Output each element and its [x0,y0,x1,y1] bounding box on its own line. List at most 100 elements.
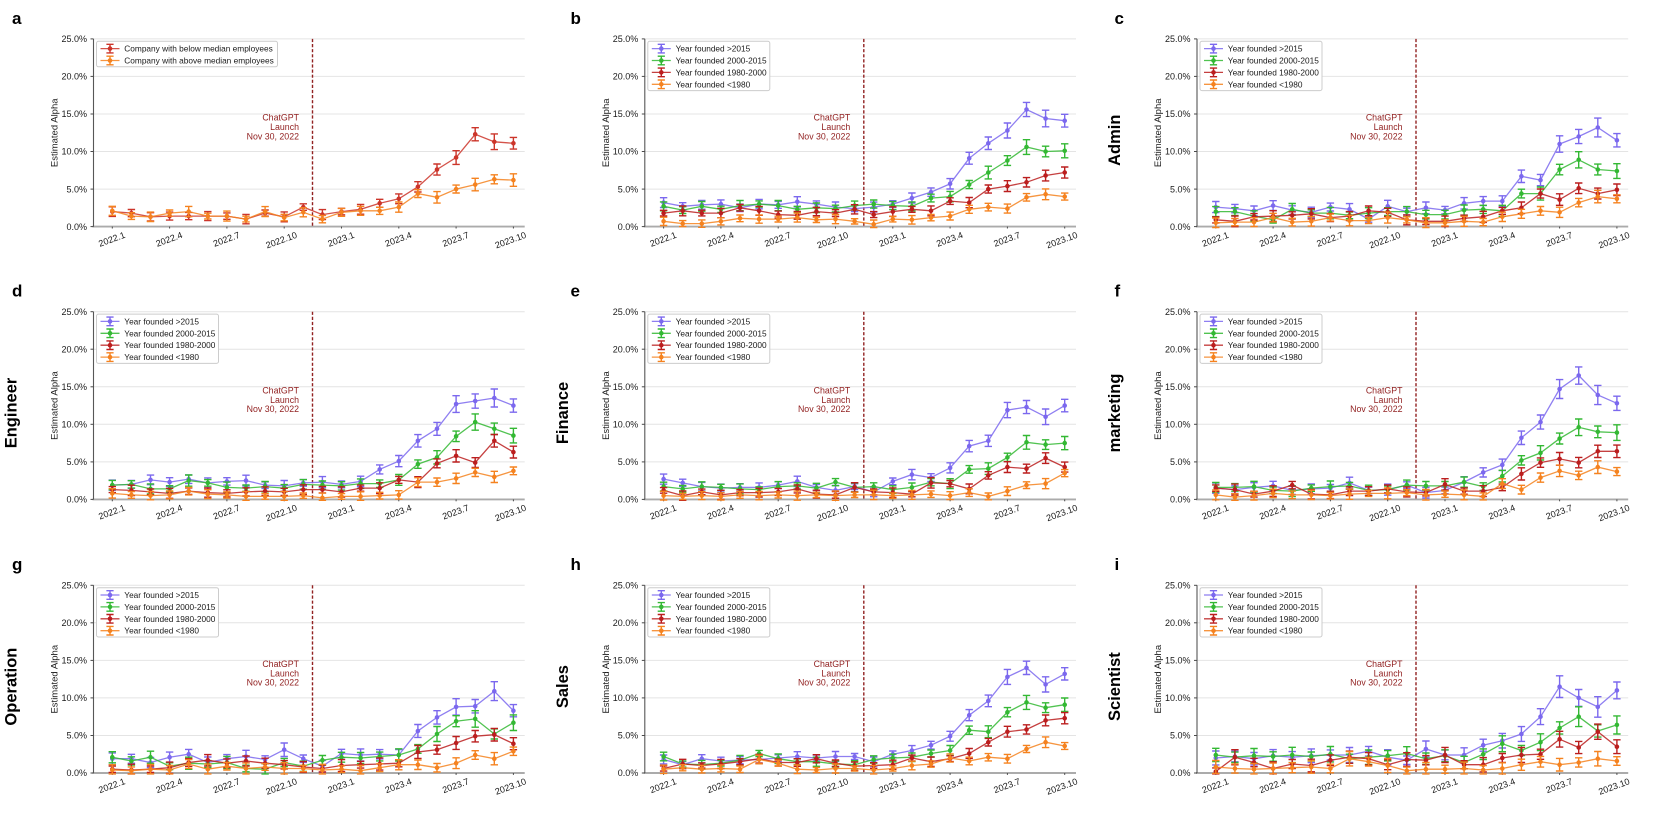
svg-text:0.0%: 0.0% [618,495,639,505]
svg-text:15.0%: 15.0% [613,382,639,392]
svg-text:10.0%: 10.0% [61,693,87,703]
svg-text:Year founded >2015: Year founded >2015 [124,316,199,326]
svg-text:10.0%: 10.0% [1165,147,1191,157]
svg-text:0.0%: 0.0% [618,222,639,232]
svg-text:i: i [1115,555,1120,574]
svg-text:Estimated Alpha: Estimated Alpha [601,644,612,713]
svg-text:Year founded 1980-2000: Year founded 1980-2000 [676,340,767,350]
svg-text:10.0%: 10.0% [1165,420,1191,430]
svg-text:20.0%: 20.0% [613,72,639,82]
svg-text:0.0%: 0.0% [1170,768,1191,778]
svg-text:5.0%: 5.0% [1170,184,1191,194]
svg-text:Admin: Admin [1106,115,1124,166]
svg-text:Year founded 2000-2015: Year founded 2000-2015 [1228,602,1319,612]
svg-text:20.0%: 20.0% [1165,72,1191,82]
svg-text:15.0%: 15.0% [1165,382,1191,392]
svg-text:Estimated Alpha: Estimated Alpha [1153,644,1164,713]
svg-text:Year founded <1980: Year founded <1980 [676,352,751,362]
svg-text:Year founded 2000-2015: Year founded 2000-2015 [676,56,767,66]
svg-text:Sales: Sales [554,665,572,708]
svg-text:d: d [12,282,22,301]
svg-text:Year founded >2015: Year founded >2015 [1228,590,1303,600]
svg-text:25.0%: 25.0% [1165,34,1191,44]
svg-text:Year founded 2000-2015: Year founded 2000-2015 [676,602,767,612]
svg-text:Year founded <1980: Year founded <1980 [676,79,751,89]
svg-text:20.0%: 20.0% [613,344,639,354]
svg-text:15.0%: 15.0% [61,382,87,392]
svg-text:Year founded 1980-2000: Year founded 1980-2000 [1228,340,1319,350]
svg-text:g: g [12,555,22,574]
svg-text:5.0%: 5.0% [618,184,639,194]
svg-text:5.0%: 5.0% [1170,731,1191,741]
svg-text:Estimated Alpha: Estimated Alpha [50,98,61,167]
svg-text:f: f [1115,282,1121,301]
svg-text:Finance: Finance [554,382,572,444]
svg-text:Year founded 1980-2000: Year founded 1980-2000 [1228,67,1319,77]
svg-text:10.0%: 10.0% [1165,693,1191,703]
svg-text:Year founded <1980: Year founded <1980 [1228,79,1303,89]
svg-text:Year founded 1980-2000: Year founded 1980-2000 [124,614,215,624]
svg-text:Year founded 2000-2015: Year founded 2000-2015 [124,328,215,338]
svg-text:5.0%: 5.0% [66,731,87,741]
svg-text:Estimated Alpha: Estimated Alpha [50,371,61,440]
svg-text:Estimated Alpha: Estimated Alpha [601,371,612,440]
svg-text:20.0%: 20.0% [1165,618,1191,628]
svg-text:20.0%: 20.0% [61,344,87,354]
svg-text:25.0%: 25.0% [613,34,639,44]
svg-text:5.0%: 5.0% [618,457,639,467]
svg-text:0.0%: 0.0% [618,768,639,778]
svg-text:h: h [571,555,581,574]
svg-text:20.0%: 20.0% [61,618,87,628]
svg-text:10.0%: 10.0% [613,420,639,430]
svg-text:Estimated Alpha: Estimated Alpha [1153,371,1164,440]
svg-text:0.0%: 0.0% [66,222,87,232]
svg-text:15.0%: 15.0% [1165,656,1191,666]
svg-text:20.0%: 20.0% [613,618,639,628]
svg-text:20.0%: 20.0% [61,72,87,82]
svg-text:0.0%: 0.0% [1170,495,1191,505]
svg-text:5.0%: 5.0% [66,457,87,467]
svg-text:25.0%: 25.0% [1165,307,1191,317]
svg-text:Scientist: Scientist [1106,652,1124,721]
svg-text:Year founded <1980: Year founded <1980 [676,626,751,636]
svg-text:e: e [571,282,580,301]
svg-text:Year founded >2015: Year founded >2015 [676,316,751,326]
svg-text:b: b [571,9,581,28]
svg-text:20.0%: 20.0% [1165,344,1191,354]
svg-text:10.0%: 10.0% [61,147,87,157]
svg-text:Estimated Alpha: Estimated Alpha [1153,98,1164,167]
svg-text:15.0%: 15.0% [613,109,639,119]
svg-text:25.0%: 25.0% [613,307,639,317]
svg-text:15.0%: 15.0% [61,656,87,666]
svg-text:0.0%: 0.0% [1170,222,1191,232]
svg-text:Year founded <1980: Year founded <1980 [1228,352,1303,362]
svg-text:Company with above median empl: Company with above median employees [124,56,273,66]
svg-text:15.0%: 15.0% [61,109,87,119]
svg-text:Year founded 1980-2000: Year founded 1980-2000 [676,614,767,624]
svg-text:Year founded <1980: Year founded <1980 [1228,626,1303,636]
svg-text:5.0%: 5.0% [1170,457,1191,467]
svg-text:Year founded 2000-2015: Year founded 2000-2015 [676,328,767,338]
svg-text:Year founded >2015: Year founded >2015 [676,590,751,600]
svg-text:marketing: marketing [1106,374,1124,453]
svg-text:Year founded >2015: Year founded >2015 [1228,316,1303,326]
svg-text:Year founded 2000-2015: Year founded 2000-2015 [1228,56,1319,66]
svg-text:Year founded 1980-2000: Year founded 1980-2000 [1228,614,1319,624]
svg-text:5.0%: 5.0% [618,731,639,741]
svg-text:15.0%: 15.0% [613,656,639,666]
svg-text:Year founded >2015: Year founded >2015 [1228,44,1303,54]
svg-text:Estimated Alpha: Estimated Alpha [50,644,61,713]
svg-text:Year founded 2000-2015: Year founded 2000-2015 [124,602,215,612]
svg-text:10.0%: 10.0% [613,693,639,703]
svg-text:25.0%: 25.0% [61,34,87,44]
svg-text:0.0%: 0.0% [66,495,87,505]
svg-text:10.0%: 10.0% [613,147,639,157]
svg-text:Year founded >2015: Year founded >2015 [676,44,751,54]
